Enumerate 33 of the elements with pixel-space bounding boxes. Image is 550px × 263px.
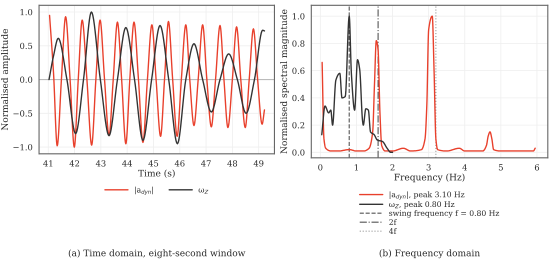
y-axis-title: Normalised spectral magnitude	[280, 10, 290, 154]
y-tick-label: 0.0	[20, 76, 32, 83]
y-tick-label: 1.0	[20, 8, 32, 16]
x-tick-label: 43	[96, 160, 106, 167]
y-tick-label: 0.0	[292, 149, 304, 156]
x-tick-label: 4	[462, 164, 467, 170]
x-tick-label: 45	[148, 160, 158, 167]
x-tick-label: 0	[318, 164, 322, 170]
x-axis-title: Time (s)	[138, 170, 175, 178]
x-tick-label: 49	[254, 160, 264, 167]
x-tick-label: 2	[390, 164, 394, 170]
y-tick-label: 0.4	[292, 94, 305, 102]
y-tick-label: 1.0	[292, 13, 304, 20]
x-tick-label: 44	[122, 160, 132, 166]
x-tick-label: 1	[354, 164, 358, 170]
x-tick-label: 42	[70, 160, 80, 166]
x-axis-title: Frequency (Hz)	[394, 174, 465, 182]
x-tick-label: 48	[227, 160, 238, 167]
y-axis-title: Normalised amplitude	[1, 28, 10, 130]
x-tick-label: 5	[498, 164, 503, 170]
y-tick-label: −1.0	[13, 144, 32, 150]
x-tick-label: 6	[534, 164, 540, 170]
y-tick-label: 0.2	[292, 122, 304, 128]
x-tick-label: 46	[174, 160, 185, 167]
x-tick-label: 47	[201, 160, 211, 166]
x-tick-label: 3	[426, 164, 431, 170]
text: (a) Time domain, eight-second window	[68, 249, 246, 258]
y-tick-label: 0.6	[292, 68, 305, 74]
x-tick-label: 41	[43, 160, 52, 166]
y-tick-label: 0.5	[20, 42, 32, 50]
text: (b) Frequency domain	[380, 249, 480, 258]
y-tick-label: −0.5	[13, 110, 32, 117]
y-tick-label: 0.8	[292, 40, 304, 47]
